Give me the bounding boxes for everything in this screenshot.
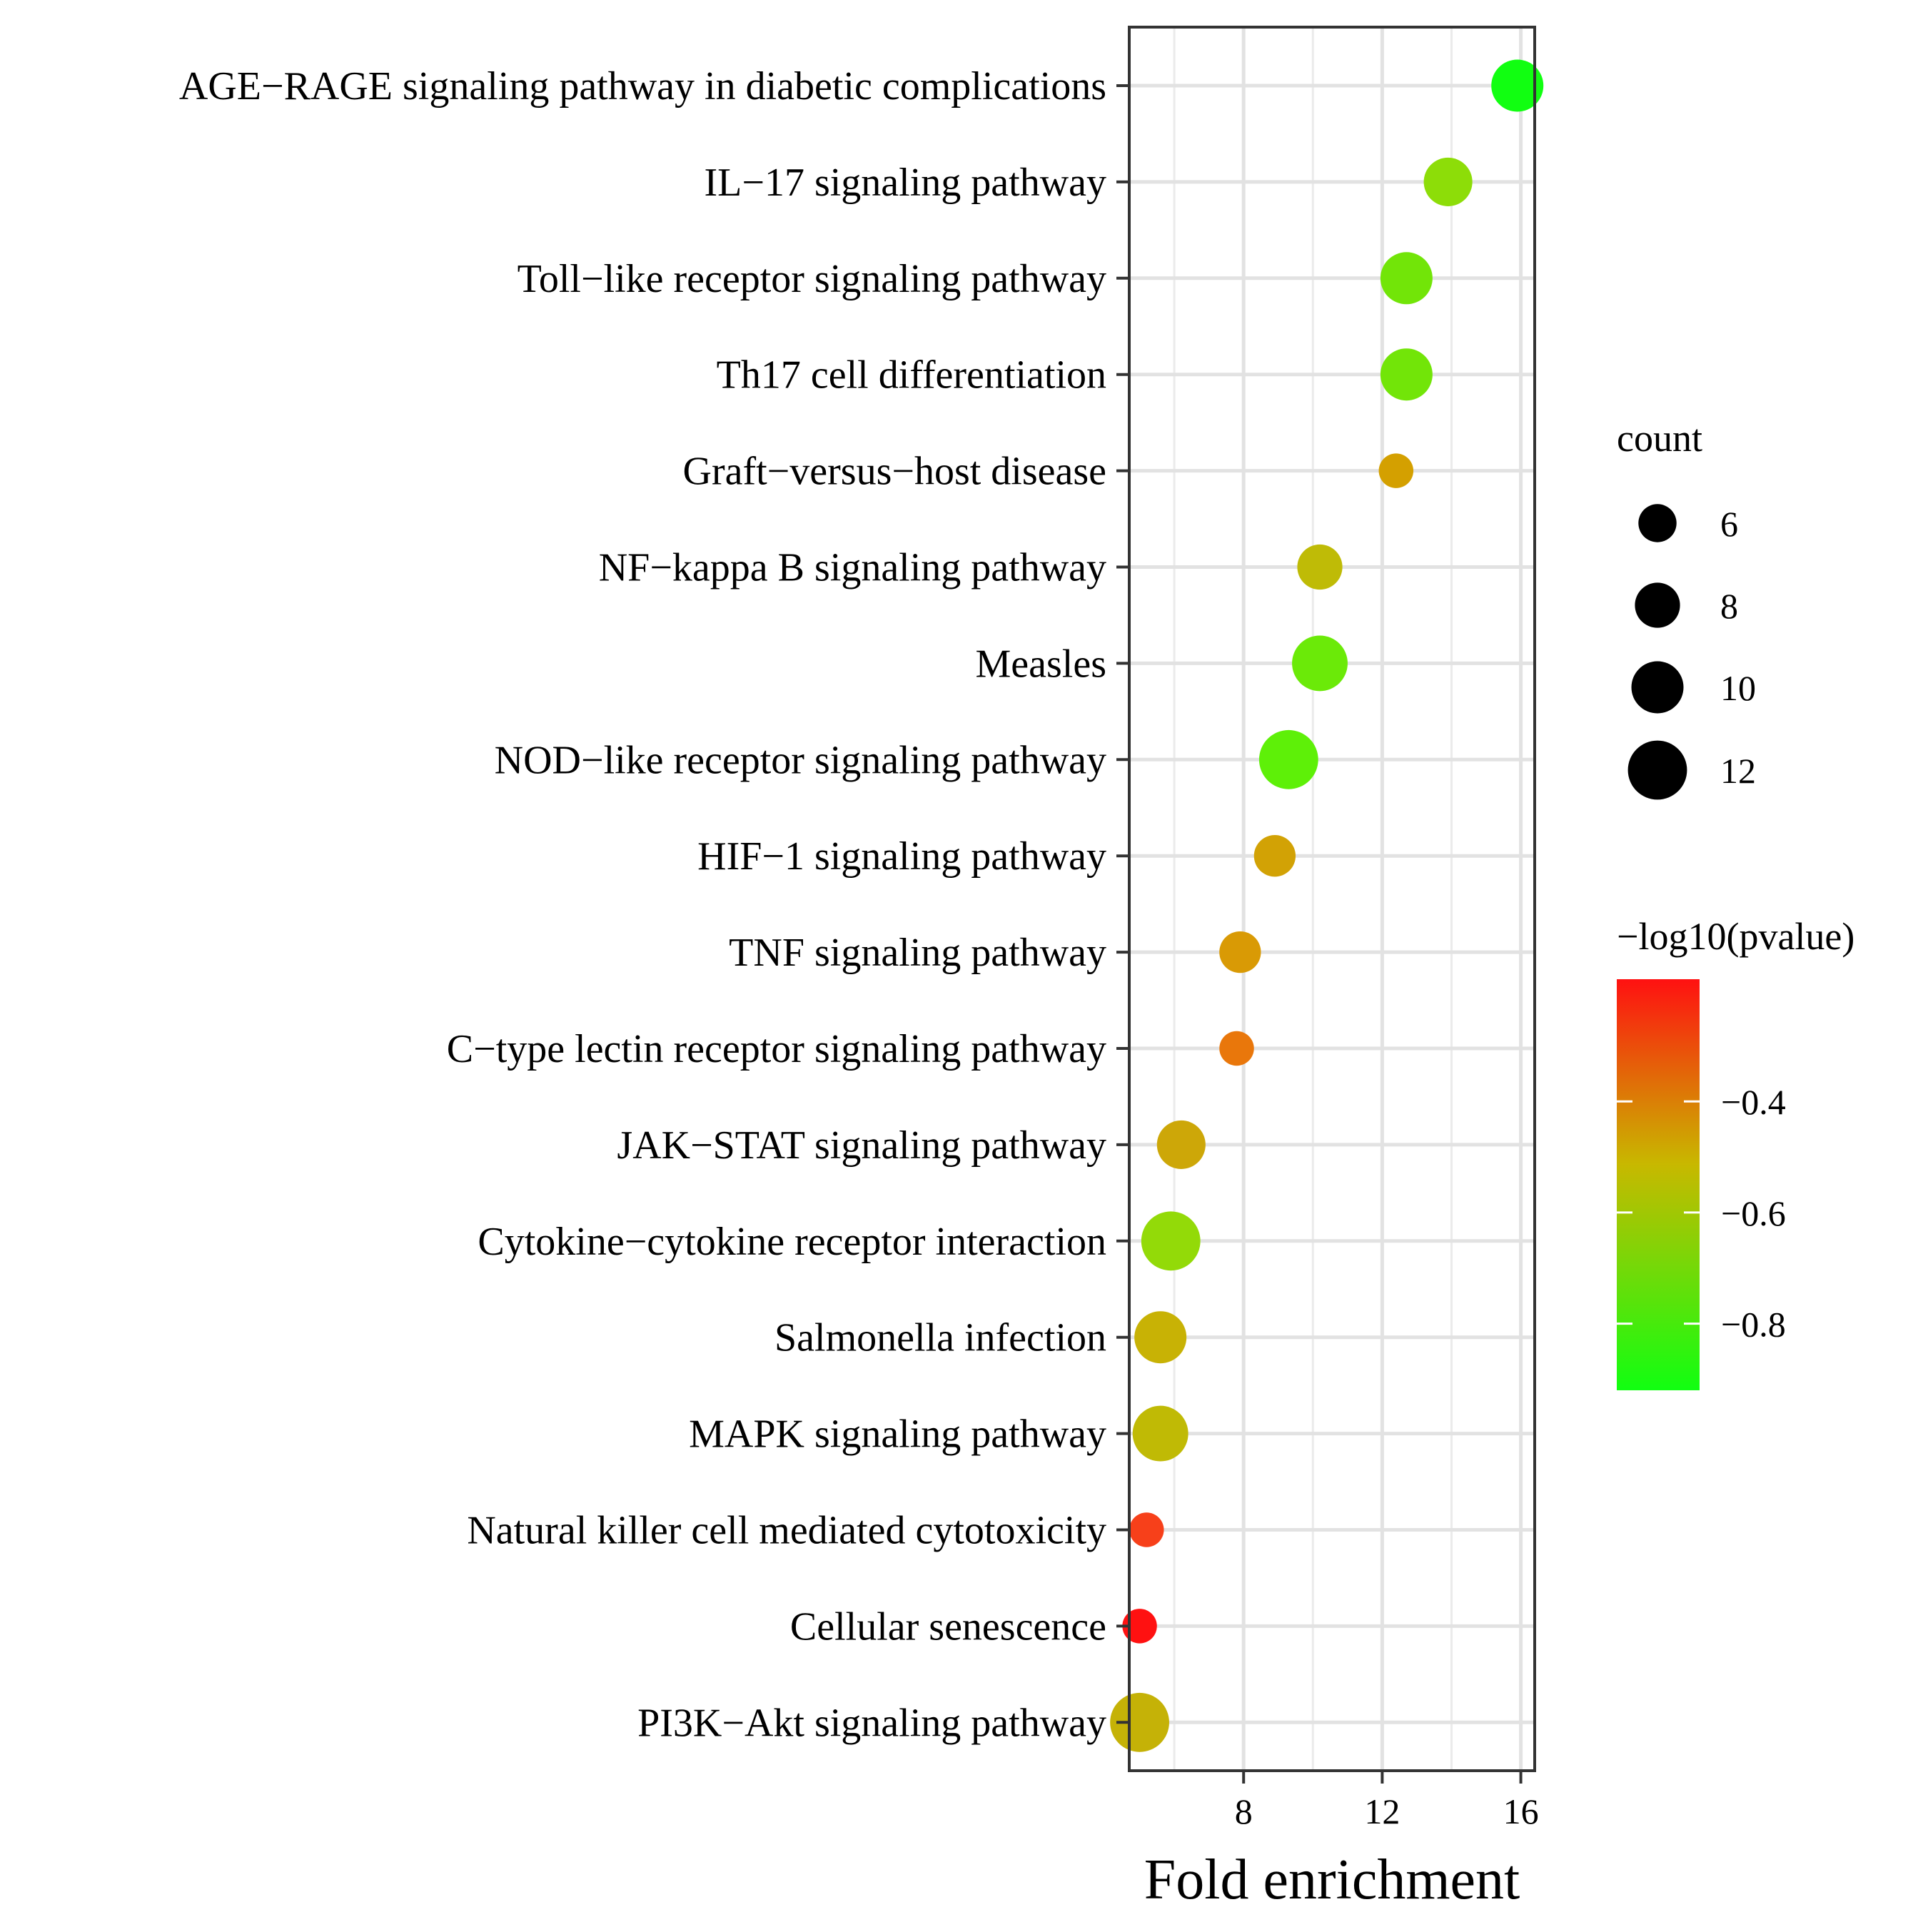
x-tick-label: 8 (1235, 1791, 1253, 1831)
size-legend-label: 10 (1720, 668, 1756, 708)
data-point (1292, 635, 1348, 692)
y-tick-label: Cellular senescence (790, 1604, 1106, 1649)
x-tick-label: 16 (1503, 1791, 1539, 1831)
x-tick-label: 12 (1364, 1791, 1400, 1831)
size-legend-key (1635, 582, 1680, 628)
color-legend-label: −0.4 (1721, 1082, 1786, 1122)
y-tick-label: Toll−like receptor signaling pathway (518, 257, 1106, 301)
size-legend-title: count (1617, 417, 1702, 460)
panel-border (1128, 26, 1536, 1772)
data-point (1129, 1512, 1164, 1547)
color-legend-bar (1617, 979, 1700, 1390)
data-point (1491, 59, 1544, 112)
points-layer (1110, 59, 1544, 1752)
size-legend-key (1631, 661, 1684, 714)
y-tick-label: Th17 cell differentiation (717, 353, 1106, 398)
data-point (1110, 1692, 1169, 1752)
data-point (1156, 1120, 1206, 1169)
data-point (1258, 729, 1318, 789)
data-point (1378, 453, 1414, 488)
y-tick-label: Cytokine−cytokine receptor interaction (478, 1220, 1106, 1264)
size-legend-key (1638, 504, 1677, 542)
y-tick-label: JAK−STAT signaling pathway (617, 1123, 1106, 1168)
y-tick-label: PI3K−Akt signaling pathway (637, 1701, 1106, 1745)
y-tick-label: IL−17 signaling pathway (705, 161, 1106, 205)
data-point (1132, 1405, 1188, 1462)
y-tick-label: MAPK signaling pathway (689, 1412, 1106, 1457)
data-point (1423, 157, 1473, 206)
data-point (1219, 1031, 1254, 1066)
y-tick-label: Measles (975, 642, 1106, 686)
data-point (1134, 1311, 1187, 1364)
y-tick-label: NF−kappa B signaling pathway (599, 546, 1106, 590)
y-tick-label: TNF signaling pathway (729, 931, 1106, 975)
y-tick-label: NOD−like receptor signaling pathway (495, 738, 1106, 782)
size-legend-label: 12 (1720, 751, 1756, 791)
color-legend-label: −0.8 (1721, 1305, 1786, 1345)
size-legend: count 6 8 10 12 (1617, 417, 1756, 800)
color-legend-title: −log10(pvalue) (1617, 915, 1854, 958)
panel-background (1129, 27, 1535, 1771)
y-tick-label: AGE−RAGE signaling pathway in diabetic c… (179, 64, 1106, 108)
y-tick-label: Natural killer cell mediated cytotoxicit… (467, 1509, 1106, 1553)
data-point (1219, 931, 1261, 973)
x-axis-title: Fold enrichment (1144, 1848, 1520, 1911)
data-point (1141, 1211, 1201, 1271)
color-legend: −log10(pvalue) −0.4 −0.6 −0.8 (1617, 915, 1854, 1390)
x-axis: 8 12 16 (1235, 1771, 1539, 1831)
y-tick-label: Graft−versus−host disease (683, 450, 1106, 494)
data-point (1297, 544, 1343, 590)
y-tick-label: Salmonella infection (774, 1316, 1106, 1360)
y-axis: AGE−RAGE signaling pathway in diabetic c… (179, 64, 1129, 1745)
data-point (1253, 835, 1296, 877)
size-legend-key (1627, 740, 1687, 800)
data-point (1122, 1609, 1157, 1644)
data-point (1380, 252, 1433, 305)
size-legend-label: 8 (1720, 586, 1738, 626)
y-tick-label: HIF−1 signaling pathway (697, 834, 1106, 879)
size-legend-label: 6 (1720, 504, 1738, 544)
y-tick-label: C−type lectin receptor signaling pathway (447, 1027, 1106, 1071)
color-legend-label: −0.6 (1721, 1193, 1786, 1233)
data-point (1380, 348, 1433, 401)
